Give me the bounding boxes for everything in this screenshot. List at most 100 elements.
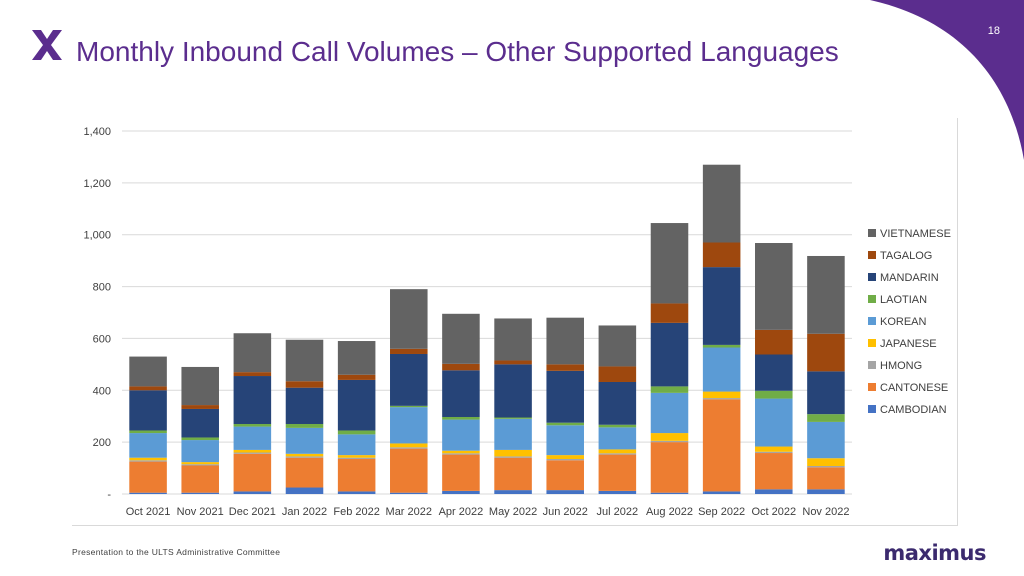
bar-segment [337,341,376,375]
bar-segment [546,422,584,426]
bar-segment [233,333,272,373]
bar-segment [598,424,637,428]
bar-segment [650,433,689,441]
bar-segment [546,364,584,371]
bar-segment [598,427,637,450]
bar-segment [337,374,376,380]
bar-segment [807,414,845,422]
bar-segment [181,492,219,494]
bar-segment [494,457,532,491]
bar-segment [598,454,637,491]
x-tick-label: Nov 2022 [802,506,849,518]
bar-segment [546,317,584,365]
bar-segment [755,489,793,494]
x-tick-label: Dec 2021 [229,506,276,518]
bar-segment [233,372,272,377]
x-tick-label: Jul 2022 [597,506,639,518]
bar-segment [598,366,637,382]
bar-segment [181,405,219,409]
bar-segment [494,456,532,458]
bar-segment [285,423,324,428]
legend-label: MANDARIN [880,272,939,284]
bar-segment [702,399,741,492]
bar-segment [233,376,272,424]
bar-segment [807,458,845,466]
bar-segment [129,386,167,391]
bar-segment [755,354,793,391]
bar-segment [337,379,376,431]
bar-segment [285,456,324,458]
bar-segment [129,356,167,387]
bar-segment [807,255,845,334]
bar-segment [755,451,793,454]
y-tick-label: 800 [93,282,111,294]
legend-swatch [868,229,876,237]
bar-segment [702,491,741,494]
x-tick-label: Aug 2022 [646,506,693,518]
bar-segment [181,464,219,466]
bar-segment [494,417,532,419]
bar-segment [442,454,480,491]
bar-segment [755,453,793,490]
bar-segment [390,348,428,354]
bar-segment [233,453,272,492]
legend-swatch [868,383,876,391]
bar-segment [390,448,428,493]
legend-swatch [868,317,876,325]
bar-segment [598,381,637,425]
bar-segment [807,489,845,494]
x-tick-label: Jun 2022 [543,506,588,518]
bar-segment [442,490,480,494]
bar-segment [233,426,272,450]
bar-segment [181,408,219,438]
bar-segment [129,390,167,431]
page-title: Monthly Inbound Call Volumes – Other Sup… [76,36,839,67]
bar-segment [390,407,428,444]
bar-segment [494,490,532,494]
bar-segment [285,427,324,454]
bar-segment [442,313,480,364]
page-number: 18 [987,25,1000,37]
bar-segment [233,449,272,453]
legend-label: JAPANESE [880,338,937,350]
bar-segment [702,267,741,345]
bar-segment [337,491,376,494]
y-tick-label: 200 [93,437,111,449]
legend-label: HMONG [880,360,922,372]
legend-swatch [868,273,876,281]
x-tick-label: Sep 2022 [698,506,745,518]
footer-text: Presentation to the ULTS Administrative … [72,547,281,557]
x-tick-label: May 2022 [489,506,537,518]
bar-segment [390,289,428,349]
bar-segment [755,390,793,399]
bar-segment [285,339,324,382]
bar-segment [598,453,637,455]
x-tick-label: Jan 2022 [282,506,327,518]
brand-logo: maximus [883,541,986,565]
bar-segment [233,452,272,454]
bar-segment [181,465,219,493]
bar-segment [494,449,532,457]
bar-segment [598,449,637,454]
bar-segment [390,443,428,448]
legend-swatch [868,251,876,259]
bar-segment [650,392,689,434]
bar-segment [285,457,324,488]
x-tick-label: Mar 2022 [386,506,432,518]
bar-segment [546,458,584,461]
bar-segment [442,416,480,420]
bar-segment [546,425,584,456]
legend-label: CANTONESE [880,382,948,394]
bar-segment [181,366,219,406]
bar-segment [650,386,689,393]
bar-segment [390,492,428,494]
bar-segment [546,460,584,491]
y-tick-label: 1,400 [83,126,111,138]
bar-segment [650,223,689,304]
bar-segment [129,433,167,458]
bar-segment [755,243,793,330]
bar-segment [702,242,741,268]
bar-segment [494,418,532,450]
bar-segment [285,487,324,494]
